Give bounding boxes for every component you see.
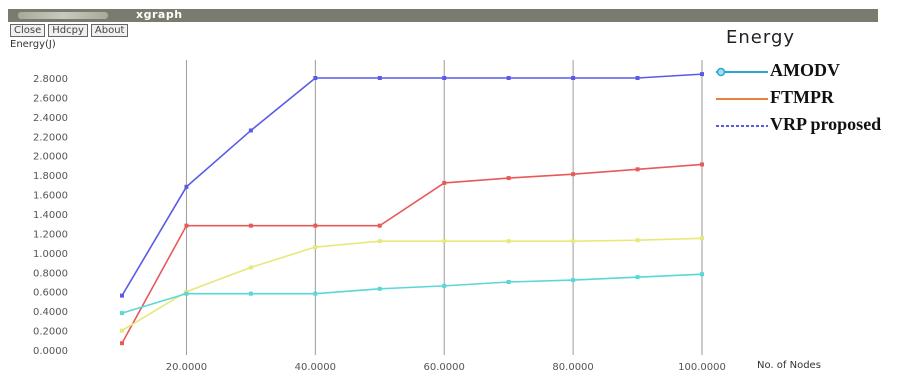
x-tick-label-4: 100.0000 [678, 362, 726, 373]
series-2-point-6 [506, 239, 511, 244]
x-tick-labels: 20.0000 40.0000 60.0000 80.0000 100.0000 [166, 362, 726, 373]
y-tick-label-14: 2.8000 [33, 74, 68, 85]
series-2-point-4 [377, 239, 382, 244]
legend-label-ftmpr: FTMPR [770, 87, 834, 107]
series-2-point-7 [571, 239, 576, 244]
window-title: xgraph [136, 8, 183, 21]
series-1-point-0 [120, 341, 124, 346]
series-3-point-5 [442, 283, 447, 288]
series-3-point-6 [506, 280, 511, 284]
series-2-point-3 [313, 245, 318, 250]
y-tick-label-0: 0.0000 [33, 346, 68, 357]
legend-title: Energy [726, 27, 796, 48]
y-tick-label-10: 2.0000 [33, 152, 68, 163]
toolbar: Close Hdcpy About [10, 24, 129, 37]
x-tick-label-2: 60.0000 [424, 362, 465, 373]
y-axis-label: Energy(J) [10, 39, 56, 50]
gridlines [185, 60, 703, 355]
legend-swatch-amodv [716, 67, 768, 77]
y-tick-label-4: 0.8000 [33, 268, 68, 279]
series-0-point-8 [635, 76, 640, 80]
series-1-point-9 [700, 162, 704, 167]
legend-swatch-ftmpr [716, 98, 768, 100]
series-line-3 [121, 273, 703, 314]
series-1-point-6 [506, 176, 511, 181]
y-tick-label-6: 1.2000 [33, 229, 68, 240]
x-axis-label: No. of Nodes [757, 360, 821, 371]
series-2-point-0 [120, 328, 124, 333]
y-tick-label-9: 1.8000 [33, 171, 68, 182]
series-1-point-4 [377, 223, 382, 228]
series-0-point-3 [313, 76, 318, 80]
x-tick-label-3: 80.0000 [552, 362, 593, 373]
series-0-point-0 [120, 293, 124, 298]
series-3-point-0 [120, 311, 124, 316]
series-layer [120, 72, 704, 346]
y-tick-label-12: 2.4000 [33, 113, 68, 124]
y-tick-label-7: 1.4000 [33, 210, 68, 221]
y-tick-label-8: 1.6000 [33, 191, 68, 202]
series-2-point-5 [442, 239, 447, 244]
series-3-point-8 [635, 275, 640, 280]
series-line-1 [121, 163, 703, 344]
y-tick-label-11: 2.2000 [33, 132, 68, 143]
series-3-point-2 [248, 291, 253, 296]
y-tick-label-2: 0.4000 [33, 307, 68, 318]
legend-label-vrp-proposed: VRP proposed [770, 114, 882, 134]
series-0-point-1 [184, 184, 189, 189]
series-3-point-7 [571, 278, 576, 283]
series-1-point-2 [248, 223, 253, 228]
series-0-point-4 [377, 76, 382, 80]
x-tick-label-1: 40.0000 [295, 362, 336, 373]
series-0-point-2 [248, 128, 253, 133]
series-1-point-5 [442, 180, 447, 185]
series-1-point-3 [313, 223, 318, 228]
series-1-point-7 [571, 172, 576, 177]
close-button[interactable]: Close [10, 24, 46, 37]
y-tick-label-1: 0.2000 [33, 327, 68, 338]
y-tick-label-5: 1.0000 [33, 249, 68, 260]
legend-swatch-vrp-proposed [716, 125, 768, 127]
series-3-point-9 [700, 272, 704, 277]
series-1-point-8 [635, 167, 640, 172]
series-0-point-6 [506, 76, 511, 80]
y-tick-labels: 0.0000 0.2000 0.4000 0.6000 0.8000 1.0000 1.20… [33, 74, 68, 357]
series-2-point-9 [700, 236, 704, 241]
series-0-point-7 [571, 76, 576, 80]
y-tick-label-3: 0.6000 [33, 288, 68, 299]
x-tick-label-0: 20.0000 [166, 362, 207, 373]
legend-label-amodv: AMODV [770, 60, 840, 80]
series-3-point-4 [377, 286, 382, 291]
series-1-point-1 [184, 223, 189, 228]
series-2-point-8 [635, 238, 640, 243]
about-button[interactable]: About [90, 24, 129, 37]
series-3-point-3 [313, 291, 318, 296]
hdcopy-button[interactable]: Hdcpy [48, 24, 88, 37]
y-tick-label-13: 2.6000 [33, 93, 68, 104]
series-0-point-5 [442, 76, 447, 80]
series-line-0 [121, 73, 703, 297]
series-line-2 [121, 237, 703, 332]
series-3-point-1 [184, 291, 189, 296]
app-logo [18, 12, 108, 19]
window-titlebar: xgraph [8, 8, 878, 22]
series-0-point-9 [700, 72, 704, 77]
series-2-point-2 [248, 265, 253, 270]
